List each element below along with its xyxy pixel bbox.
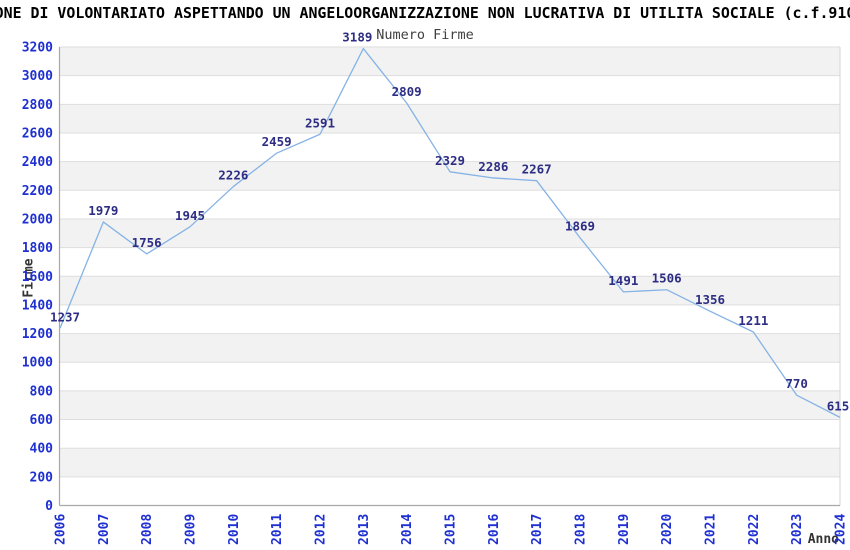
- data-point-label: 1211: [738, 313, 768, 328]
- plot-band: [59, 161, 840, 191]
- y-tick-label: 0: [45, 499, 53, 514]
- y-tick-label: 2600: [22, 126, 53, 141]
- x-axis-label: Anno: [807, 532, 839, 547]
- data-point-label: 2226: [218, 168, 248, 183]
- x-tick-label: 2024: [834, 514, 849, 545]
- y-tick-label: 1400: [22, 298, 53, 313]
- y-tick-label: 200: [30, 470, 54, 485]
- y-tick-label: 2800: [22, 98, 53, 113]
- data-point-label: 1979: [88, 203, 118, 218]
- x-tick-label: 2015: [444, 514, 459, 545]
- y-tick-label: 1600: [22, 270, 53, 285]
- data-point-label: 615: [827, 398, 850, 413]
- page-title: ONE DI VOLONTARIATO ASPETTANDO UN ANGELO…: [0, 4, 850, 22]
- y-tick-label: 2000: [22, 212, 53, 227]
- data-point-label: 2267: [522, 162, 552, 177]
- data-point-label: 3189: [342, 30, 372, 45]
- plot-band: [59, 218, 840, 248]
- x-tick-label: 2012: [314, 514, 329, 545]
- data-point-label: 2591: [305, 115, 335, 130]
- y-tick-label: 2400: [22, 155, 53, 170]
- x-tick-label: 2022: [747, 514, 762, 545]
- x-tick-label: 2010: [227, 514, 242, 545]
- data-point-label: 2459: [262, 134, 292, 149]
- y-tick-label: 3000: [22, 69, 53, 84]
- x-tick-label: 2009: [184, 514, 199, 545]
- y-tick-label: 600: [30, 413, 54, 428]
- x-tick-label: 2020: [660, 514, 675, 545]
- data-point-label: 1945: [175, 208, 205, 223]
- x-tick-label: 2013: [357, 514, 372, 545]
- x-tick-label: 2017: [530, 514, 545, 545]
- data-point-label: 1491: [608, 273, 638, 288]
- plot-band: [59, 448, 840, 477]
- y-tick-label: 1200: [22, 327, 53, 342]
- x-tick-label: 2016: [487, 514, 502, 545]
- chart-title: Numero Firme: [376, 27, 474, 43]
- x-tick-label: 2021: [704, 514, 719, 545]
- x-tick-label: 2023: [790, 514, 805, 545]
- data-point-label: 1356: [695, 292, 725, 307]
- x-tick-label: 2018: [574, 514, 589, 545]
- plot-band: [59, 104, 840, 133]
- plot-band: [59, 390, 840, 420]
- x-tick-label: 2011: [270, 514, 285, 545]
- data-series-line: [59, 47, 841, 418]
- data-point-label: 2329: [435, 153, 465, 168]
- x-tick-label: 2006: [54, 514, 69, 545]
- data-point-label: 1237: [50, 309, 80, 324]
- y-tick-label: 400: [30, 442, 54, 457]
- x-tick-label: 2014: [400, 514, 415, 545]
- data-point-label: 1506: [652, 271, 682, 286]
- data-point-label: 1756: [132, 235, 162, 250]
- data-point-label: 2286: [478, 159, 508, 174]
- data-point-label: 2809: [392, 84, 422, 99]
- plot-band: [59, 276, 840, 305]
- y-tick-label: 1800: [22, 241, 53, 256]
- y-tick-label: 3200: [22, 41, 53, 56]
- plot-band: [59, 333, 840, 363]
- x-tick-label: 2019: [617, 514, 632, 545]
- data-point-label: 770: [785, 376, 808, 391]
- y-tick-label: 1000: [22, 356, 53, 371]
- x-tick-label: 2008: [140, 514, 155, 545]
- y-tick-label: 2200: [22, 184, 53, 199]
- x-tick-label: 2007: [97, 514, 112, 545]
- plot-band: [59, 47, 840, 76]
- y-tick-label: 800: [30, 384, 54, 399]
- data-point-label: 1869: [565, 219, 595, 234]
